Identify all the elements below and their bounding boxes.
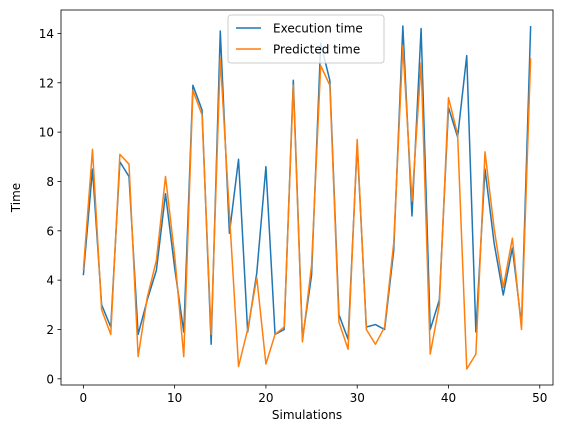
y-axis-label: Time <box>9 183 23 213</box>
y-tick-label: 14 <box>39 27 54 41</box>
tick-layer: 0 10 20 30 40 50 0 2 4 6 8 10 12 14 <box>39 27 548 405</box>
x-tick-label: 30 <box>350 391 365 405</box>
x-tick-label: 40 <box>441 391 456 405</box>
x-tick-label: 20 <box>258 391 273 405</box>
legend-label-1: Predicted time <box>273 43 360 57</box>
legend-label-0: Execution time <box>273 22 363 36</box>
series-layer <box>82 25 532 370</box>
y-tick-label: 2 <box>46 323 54 337</box>
series-line-1 <box>82 45 532 370</box>
legend: Execution time Predicted time <box>227 14 385 64</box>
y-tick-label: 4 <box>46 274 54 288</box>
y-tick-label: 12 <box>39 76 54 90</box>
y-tick-label: 0 <box>46 372 54 386</box>
x-tick-label: 0 <box>80 391 88 405</box>
y-tick-label: 6 <box>46 224 54 238</box>
y-tick-label: 10 <box>39 126 54 140</box>
axes-frame <box>60 9 554 386</box>
legend-box <box>227 14 385 64</box>
x-tick-label: 10 <box>167 391 182 405</box>
x-tick-label: 50 <box>532 391 547 405</box>
y-tick-label: 8 <box>46 175 54 189</box>
x-axis-label: Simulations <box>272 408 342 422</box>
